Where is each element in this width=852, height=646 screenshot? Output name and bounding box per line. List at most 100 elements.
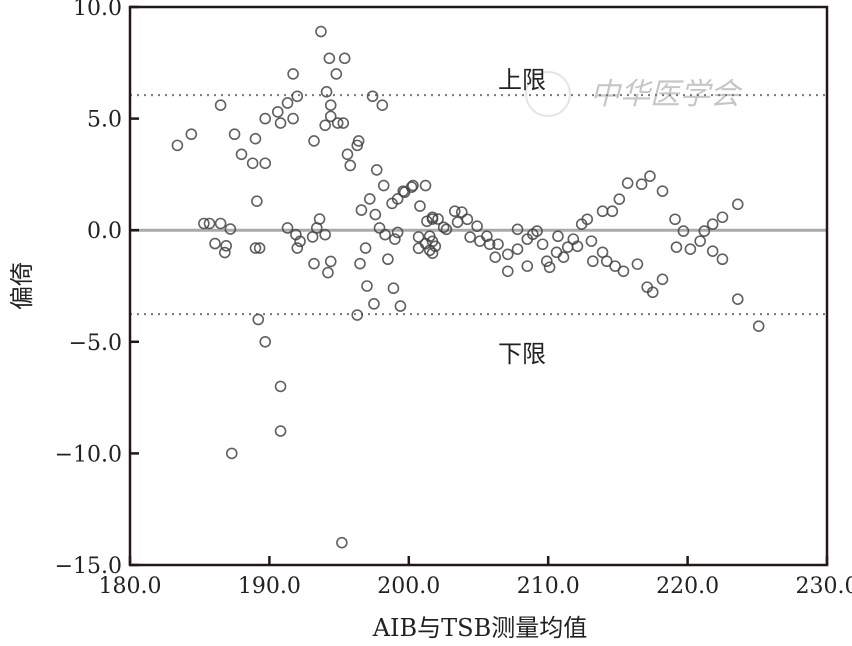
x-tick-label: 200.0	[377, 574, 440, 599]
data-point	[259, 335, 272, 348]
data-point	[214, 217, 227, 230]
data-point	[351, 139, 364, 152]
data-point	[319, 119, 331, 132]
data-point	[412, 231, 425, 243]
data-point	[322, 266, 334, 279]
data-point	[455, 206, 468, 218]
data-point	[274, 425, 287, 437]
data-point	[426, 247, 439, 259]
data-point	[218, 246, 231, 259]
data-point	[259, 157, 272, 170]
data-point	[440, 223, 453, 236]
watermark-seal-icon	[525, 71, 571, 117]
data-point	[363, 193, 376, 205]
data-point	[354, 257, 366, 270]
data-point	[251, 195, 263, 207]
data-point	[274, 117, 287, 129]
data-point	[449, 205, 461, 218]
data-point	[571, 240, 584, 253]
y-tick-label: −15.0	[55, 554, 122, 579]
data-point	[419, 179, 432, 192]
data-point	[631, 258, 644, 270]
data-point	[370, 164, 383, 176]
data-point	[656, 185, 669, 197]
data-point	[369, 208, 382, 221]
data-point	[451, 216, 464, 228]
data-point	[613, 193, 626, 205]
data-point	[694, 235, 706, 247]
data-point	[235, 148, 248, 161]
data-point	[281, 222, 294, 234]
data-point	[320, 86, 333, 98]
data-point	[550, 246, 563, 259]
data-point	[684, 243, 697, 255]
y-axis-label: 偏倚	[8, 262, 36, 310]
data-point	[246, 157, 259, 170]
data-point	[752, 320, 765, 332]
x-tick-label: 190.0	[238, 574, 301, 599]
data-point	[368, 298, 380, 310]
data-point	[656, 273, 669, 286]
y-tick-label: 10.0	[73, 0, 122, 21]
data-point	[635, 178, 648, 191]
data-point	[376, 99, 389, 112]
plot-frame	[128, 5, 829, 567]
x-tick-label: 180.0	[99, 574, 162, 599]
data-point	[706, 218, 719, 230]
data-point	[344, 159, 357, 172]
x-axis-label: AIB与TSB测量均值	[372, 614, 588, 642]
data-point	[677, 225, 690, 237]
data-point	[287, 68, 299, 80]
data-point	[338, 52, 351, 65]
data-point	[259, 112, 272, 125]
data-point	[541, 255, 553, 268]
data-point	[585, 235, 598, 247]
data-point	[606, 205, 619, 218]
data-point	[330, 68, 343, 80]
data-point	[464, 231, 476, 243]
data-point	[670, 241, 683, 253]
data-point	[315, 25, 327, 38]
data-point	[253, 242, 266, 254]
data-point	[474, 235, 486, 247]
data-point	[249, 242, 262, 254]
lower-limit-label: 下限	[498, 340, 546, 368]
data-point	[552, 230, 564, 243]
data-point	[731, 198, 744, 211]
data-point	[414, 200, 426, 212]
data-point	[405, 181, 418, 193]
data-point	[483, 238, 496, 251]
data-point	[412, 242, 425, 255]
data-point	[324, 255, 337, 268]
data-point	[389, 233, 401, 245]
data-point	[521, 260, 534, 272]
data-point	[337, 117, 350, 129]
data-point	[373, 222, 386, 234]
data-point	[432, 213, 444, 225]
data-point	[716, 253, 729, 266]
data-point	[407, 179, 419, 192]
data-point	[319, 228, 331, 241]
y-tick-label: −10.0	[55, 442, 122, 467]
data-point	[426, 211, 439, 224]
data-point	[224, 223, 237, 235]
data-point	[501, 265, 514, 278]
data-point	[609, 260, 621, 272]
data-point	[359, 242, 372, 254]
data-point	[557, 251, 570, 264]
data-point	[461, 213, 474, 226]
data-point	[511, 243, 524, 255]
data-point	[669, 213, 681, 226]
data-point	[203, 217, 216, 230]
data-point	[471, 220, 483, 232]
data-point	[581, 213, 594, 226]
data-point	[600, 255, 613, 268]
data-point	[492, 238, 504, 251]
data-point	[287, 112, 299, 125]
data-point	[429, 240, 442, 253]
data-point	[621, 177, 634, 189]
data-point	[308, 257, 320, 270]
data-point	[198, 217, 210, 230]
data-point	[731, 293, 744, 305]
data-point	[249, 132, 262, 145]
